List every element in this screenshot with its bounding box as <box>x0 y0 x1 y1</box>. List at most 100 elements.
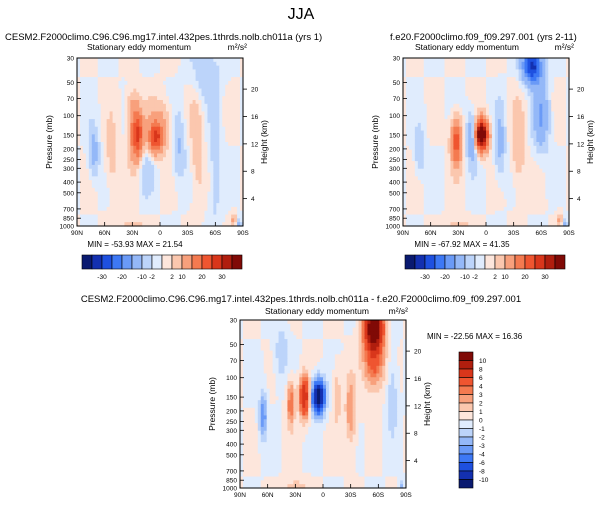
heatmap-cell <box>177 199 182 204</box>
heatmap-cell <box>494 206 499 212</box>
heatmap-cell <box>100 195 105 200</box>
heatmap-cell <box>97 206 102 212</box>
heatmap-cell <box>219 164 223 170</box>
heatmap-cell <box>133 130 137 135</box>
heatmap-cell <box>115 77 120 82</box>
heatmap-cell <box>237 149 241 155</box>
heatmap-cell <box>545 206 549 212</box>
heatmap-cell <box>115 184 120 189</box>
heatmap-cell <box>154 180 158 185</box>
heatmap-cell <box>112 222 117 227</box>
heatmap-cell <box>483 161 487 166</box>
heatmap-cell <box>518 119 523 124</box>
heatmap-cell <box>139 103 143 109</box>
height-tick-label: 4 <box>251 196 255 203</box>
heatmap-cell <box>139 180 143 185</box>
heatmap-cell <box>411 203 416 208</box>
heatmap-cell <box>91 111 96 116</box>
heatmap-cell <box>195 122 200 128</box>
heatmap-cell <box>483 134 487 139</box>
heatmap-cell <box>405 145 410 151</box>
heatmap-cell <box>240 164 244 170</box>
heatmap-cell <box>545 214 549 219</box>
heatmap-cell <box>560 138 564 143</box>
heatmap-cell <box>195 218 200 223</box>
heatmap-cell <box>506 153 511 158</box>
heatmap-cell <box>79 107 84 113</box>
heatmap-cell <box>533 164 537 170</box>
heatmap-cell <box>566 100 570 105</box>
heatmap-cell <box>551 111 555 116</box>
heatmap-cell <box>154 100 158 105</box>
heatmap-cell <box>183 69 188 74</box>
heatmap-cell <box>432 115 437 120</box>
heatmap-cell <box>483 142 487 147</box>
heatmap-cell <box>566 84 570 90</box>
heatmap-cell <box>497 100 502 105</box>
heatmap-cell <box>453 58 457 63</box>
heatmap-cell <box>213 206 217 212</box>
heatmap-cell <box>542 77 546 82</box>
heatmap-cell <box>408 203 413 208</box>
heatmap-cell <box>444 92 449 97</box>
heatmap-cell <box>225 77 229 82</box>
heatmap-cell <box>88 80 93 86</box>
heatmap-cell <box>97 203 102 208</box>
heatmap-cell <box>423 115 428 120</box>
heatmap-cell <box>527 157 532 162</box>
heatmap-cell <box>450 142 454 147</box>
heatmap-cell <box>509 145 514 151</box>
heatmap-cell <box>177 92 182 97</box>
heatmap-cell <box>237 187 241 193</box>
heatmap-cell <box>157 73 161 78</box>
heatmap-cell <box>465 210 469 216</box>
heatmap-cell <box>162 126 167 132</box>
heatmap-cell <box>195 65 200 71</box>
heatmap-cell <box>503 199 508 204</box>
heatmap-cell <box>198 69 203 74</box>
heatmap-cell <box>228 176 232 181</box>
heatmap-cell <box>477 218 481 223</box>
heatmap-cell <box>157 142 161 147</box>
heatmap-cell <box>483 157 487 162</box>
heatmap-cell <box>198 107 203 113</box>
heatmap-cell <box>204 138 209 143</box>
heatmap-cell <box>509 214 514 219</box>
heatmap-cell <box>168 130 173 135</box>
heatmap-cell <box>240 69 244 74</box>
heatmap-cell <box>151 58 155 63</box>
heatmap-cell <box>133 214 137 219</box>
heatmap-cell <box>515 88 520 93</box>
heatmap-cell <box>234 184 238 189</box>
heatmap-cell <box>189 69 194 74</box>
heatmap-cell <box>145 180 149 185</box>
heatmap-cell <box>121 161 126 166</box>
heatmap-cell <box>509 172 514 177</box>
heatmap-cell <box>521 111 526 116</box>
heatmap-cell <box>444 218 449 223</box>
heatmap-cell <box>411 206 416 212</box>
heatmap-cell <box>204 164 209 170</box>
heatmap-cell <box>207 222 211 227</box>
heatmap-cell <box>121 100 126 105</box>
heatmap-cell <box>207 96 211 101</box>
heatmap-cell <box>408 115 413 120</box>
heatmap-cell <box>168 145 173 151</box>
heatmap-cell <box>192 161 197 166</box>
heatmap-cell <box>403 164 407 170</box>
heatmap-cell <box>447 157 452 162</box>
heatmap-cell <box>109 180 114 185</box>
heatmap-cell <box>109 218 114 223</box>
heatmap-cell <box>222 84 226 90</box>
heatmap-cell <box>438 142 443 147</box>
heatmap-cell <box>450 138 454 143</box>
heatmap-cell <box>486 69 490 74</box>
heatmap-cell <box>154 77 158 82</box>
heatmap-cell <box>100 73 105 78</box>
heatmap-cell <box>420 161 425 166</box>
heatmap-cell <box>240 119 244 124</box>
heatmap-cell <box>453 138 457 143</box>
heatmap-cell <box>237 164 241 170</box>
heatmap-cell <box>497 107 502 113</box>
heatmap-cell <box>438 153 443 158</box>
